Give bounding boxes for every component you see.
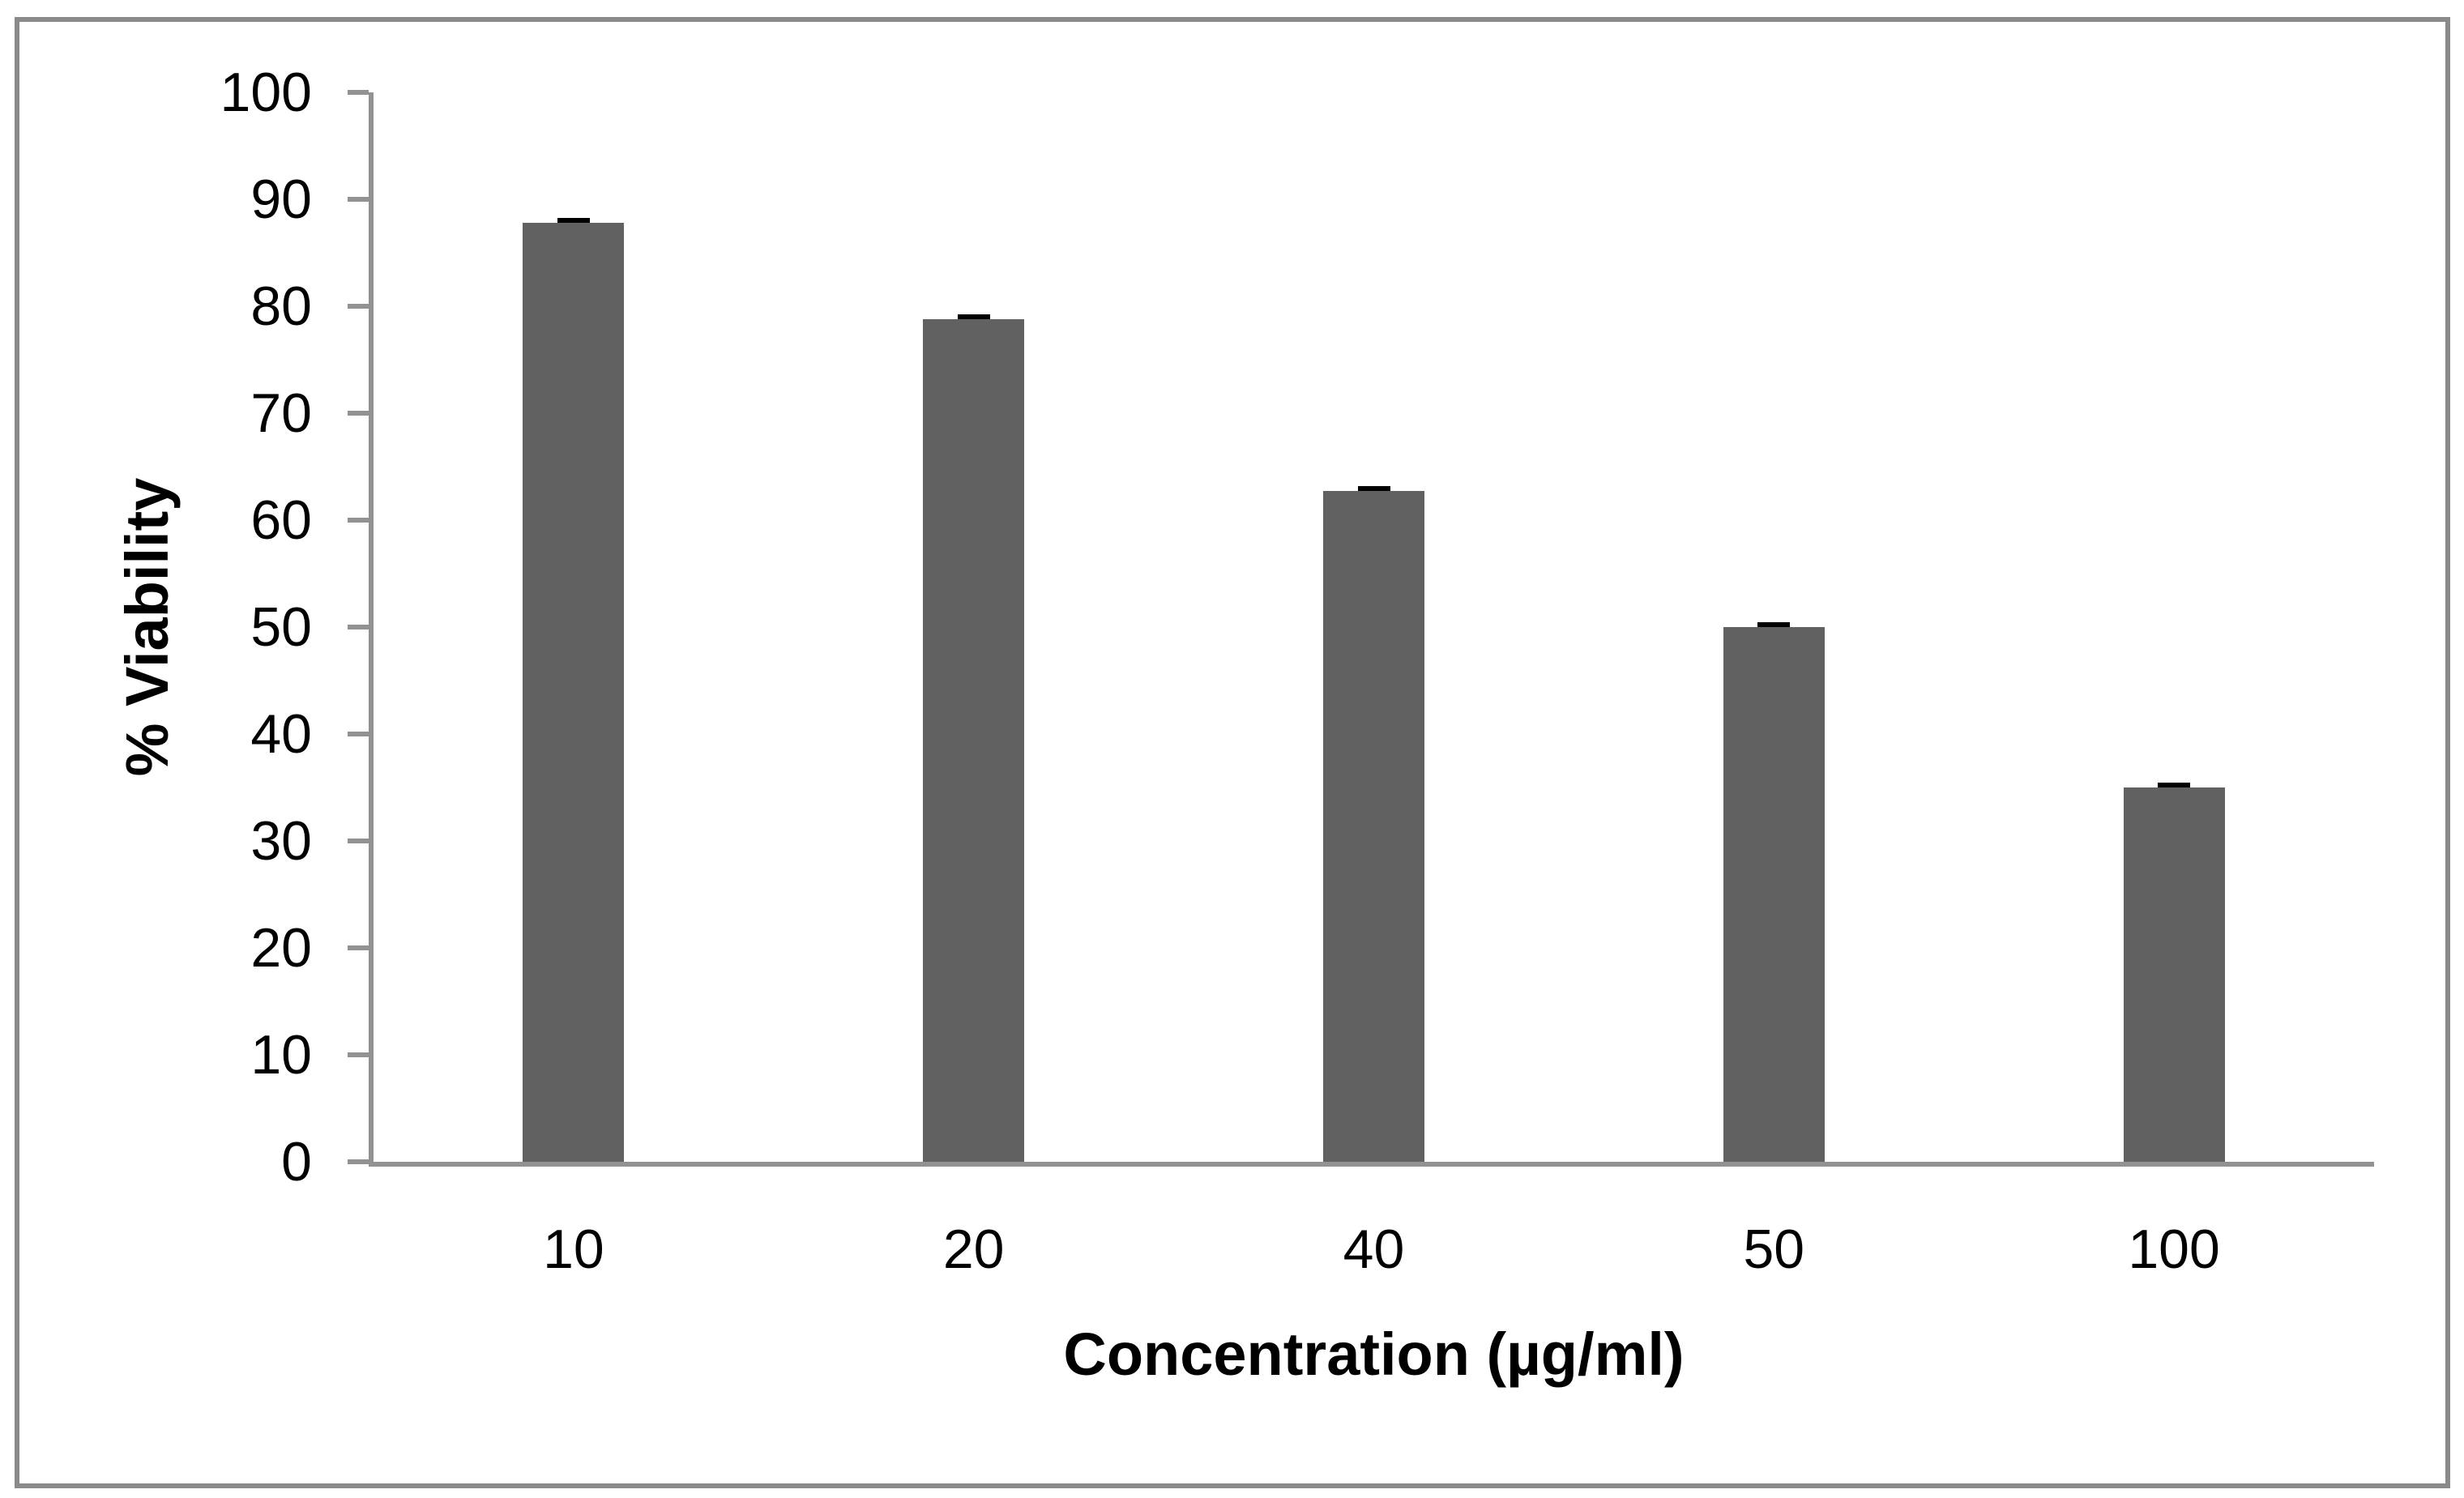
y-tick-mark (348, 90, 369, 95)
y-tick-label: 0 (281, 1131, 312, 1193)
y-tick-label: 20 (250, 917, 312, 979)
y-tick-mark (348, 839, 369, 843)
y-tick-label: 100 (220, 62, 312, 123)
bar (523, 223, 625, 1162)
x-category-label: 40 (1343, 1218, 1405, 1280)
y-tick-label: 40 (250, 703, 312, 765)
bar (1323, 491, 1424, 1162)
y-tick-label: 70 (250, 382, 312, 444)
bar (923, 318, 1025, 1162)
x-category-label: 10 (543, 1218, 604, 1280)
y-tick-label: 10 (250, 1024, 312, 1086)
y-tick-mark (348, 304, 369, 309)
y-tick-mark (348, 945, 369, 950)
y-tick-label: 60 (250, 489, 312, 551)
y-tick-label: 90 (250, 169, 312, 230)
x-category-label: 20 (942, 1218, 1005, 1280)
x-category-label: 100 (2128, 1218, 2220, 1280)
y-tick-label: 80 (250, 275, 312, 337)
y-tick-label: 50 (250, 596, 312, 658)
y-tick-mark (348, 411, 369, 416)
y-tick-label: 30 (250, 810, 312, 872)
y-tick-mark (348, 1159, 369, 1164)
error-bar-cap (1357, 486, 1390, 492)
y-tick-mark (348, 625, 369, 630)
error-bar-cap (2158, 782, 2191, 787)
y-tick-mark (348, 197, 369, 202)
figure-border (15, 17, 2450, 1488)
plot-area (369, 92, 2374, 1167)
bar (2123, 787, 2225, 1162)
x-category-label: 50 (1743, 1218, 1805, 1280)
bar (1723, 627, 1825, 1162)
y-tick-mark (348, 732, 369, 736)
error-bar-cap (1757, 621, 1791, 627)
x-axis-title: Concentration (µg/ml) (1063, 1321, 1685, 1388)
y-tick-mark (348, 1052, 369, 1057)
y-tick-mark (348, 518, 369, 523)
error-bar-cap (557, 217, 590, 223)
error-bar-cap (957, 314, 990, 319)
